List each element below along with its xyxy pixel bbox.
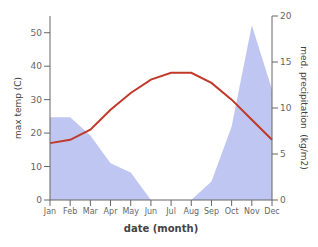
svg-text:5: 5 [280,149,286,159]
svg-text:May: May [122,207,139,216]
svg-text:Nov: Nov [244,207,260,216]
svg-text:Apr: Apr [104,207,119,216]
svg-text:0: 0 [36,195,42,205]
svg-text:30: 30 [31,95,43,105]
svg-text:Feb: Feb [63,207,77,216]
svg-text:10: 10 [31,162,43,172]
svg-text:Oct: Oct [225,207,239,216]
svg-text:Mar: Mar [83,207,99,216]
svg-text:med. precipitation (kg/m2): med. precipitation (kg/m2) [299,46,309,170]
svg-text:Jan: Jan [43,207,56,216]
svg-text:Dec: Dec [264,207,279,216]
svg-text:Aug: Aug [183,207,199,216]
svg-text:Jul: Jul [165,207,176,216]
svg-text:20: 20 [280,11,292,21]
svg-text:50: 50 [31,28,43,38]
svg-text:40: 40 [31,61,43,71]
svg-text:max temp (C): max temp (C) [13,77,23,139]
svg-text:0: 0 [280,195,286,205]
svg-text:date (month): date (month) [124,223,198,234]
svg-text:20: 20 [31,128,43,138]
svg-text:Sep: Sep [204,207,219,216]
svg-text:15: 15 [280,57,291,67]
svg-text:Jun: Jun [144,207,158,216]
svg-text:10: 10 [280,103,292,113]
